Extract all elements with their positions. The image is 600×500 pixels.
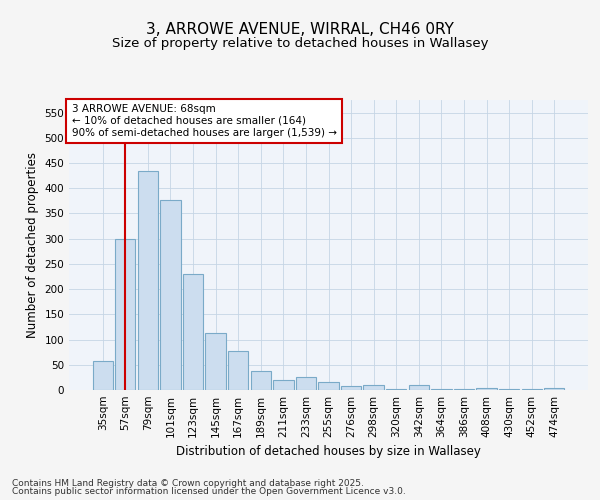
Bar xyxy=(364,386,384,390)
Text: 3 ARROWE AVENUE: 68sqm
← 10% of detached houses are smaller (164)
90% of semi-de: 3 ARROWE AVENUE: 68sqm ← 10% of detached… xyxy=(71,104,337,138)
Bar xyxy=(115,238,136,390)
Bar xyxy=(183,274,203,390)
Bar xyxy=(476,388,497,390)
Y-axis label: Number of detached properties: Number of detached properties xyxy=(26,152,39,338)
Bar xyxy=(341,386,361,390)
Bar xyxy=(228,350,248,390)
Bar xyxy=(544,388,565,390)
Text: Contains public sector information licensed under the Open Government Licence v3: Contains public sector information licen… xyxy=(12,487,406,496)
Text: Size of property relative to detached houses in Wallasey: Size of property relative to detached ho… xyxy=(112,38,488,51)
Bar xyxy=(160,200,181,390)
Bar xyxy=(273,380,293,390)
Bar xyxy=(319,382,338,390)
Bar xyxy=(205,333,226,390)
X-axis label: Distribution of detached houses by size in Wallasey: Distribution of detached houses by size … xyxy=(176,446,481,458)
Bar xyxy=(296,377,316,390)
Bar xyxy=(409,386,429,390)
Bar xyxy=(386,389,406,390)
Bar xyxy=(251,371,271,390)
Bar xyxy=(138,170,158,390)
Text: 3, ARROWE AVENUE, WIRRAL, CH46 0RY: 3, ARROWE AVENUE, WIRRAL, CH46 0RY xyxy=(146,22,454,38)
Bar xyxy=(92,362,113,390)
Text: Contains HM Land Registry data © Crown copyright and database right 2025.: Contains HM Land Registry data © Crown c… xyxy=(12,478,364,488)
